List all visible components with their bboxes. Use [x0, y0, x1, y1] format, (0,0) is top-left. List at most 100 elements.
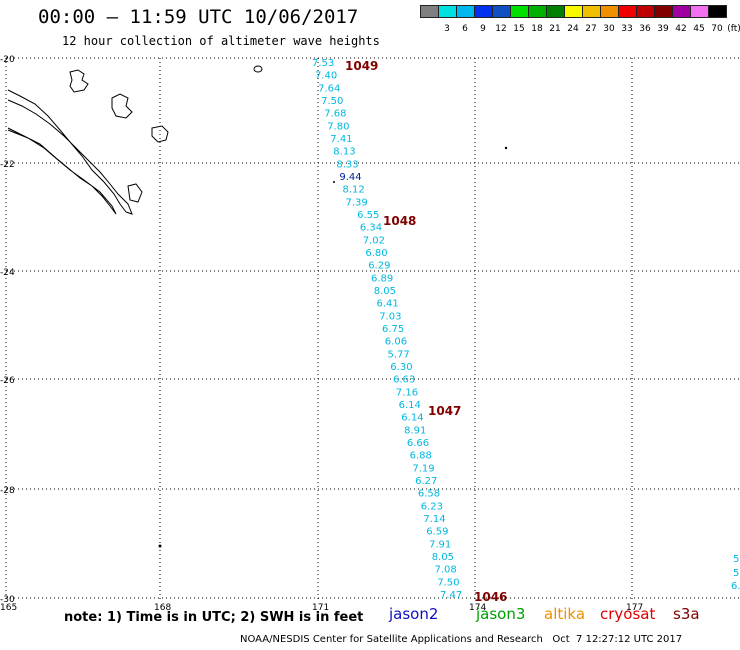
coastline-island-3 [151, 125, 169, 143]
legend-label: 36 [639, 24, 651, 34]
track-value: 7.47 [440, 590, 462, 601]
satellite-label: cryosat [600, 605, 656, 623]
track-value: 7.02 [363, 235, 385, 246]
edge-value: 5 [733, 554, 739, 565]
edge-value: 5 [733, 568, 739, 579]
lon-label: 177 [626, 603, 643, 613]
track-value: 7.16 [396, 387, 418, 398]
track-value: 7.50 [321, 96, 343, 107]
pressure-label: 1048 [383, 214, 416, 228]
coastline-island-5 [253, 65, 263, 73]
track-value: 7.14 [423, 514, 445, 525]
pressure-label: 1046 [474, 590, 507, 604]
edge-value: 6. [731, 581, 740, 592]
track-value: 7.64 [318, 83, 340, 94]
track-value: 7.80 [327, 121, 349, 132]
track-value: 6.66 [407, 438, 429, 449]
track-value: 6.14 [401, 413, 423, 424]
lon-label: 171 [312, 603, 329, 613]
legend-label: 27 [585, 24, 597, 34]
lat-label: -30 [0, 595, 15, 605]
pressure-label: 1047 [428, 404, 461, 418]
track-value: 6.29 [368, 261, 390, 272]
legend-label: 45 [693, 24, 705, 34]
legend-label: 33 [621, 24, 633, 34]
track-value: 5.77 [388, 349, 410, 360]
track-value: 6.41 [377, 299, 399, 310]
edge-track-values: 5 5 6. [731, 554, 740, 592]
track-value: 8.33 [336, 159, 358, 170]
legend-label: 3 [444, 24, 450, 34]
track-value: 8.13 [333, 147, 355, 158]
legend-label: 30 [603, 24, 615, 34]
satellite-label: jason3 [476, 605, 526, 623]
legend-label: 9 [480, 24, 486, 34]
legend-swatch [708, 5, 727, 18]
lat-label: -28 [0, 486, 15, 496]
track-value: 9.44 [339, 172, 361, 183]
page-title: 00:00 — 11:59 UTC 10/06/2017 [38, 6, 359, 28]
track-value: 6.59 [426, 527, 448, 538]
lon-label: 174 [469, 603, 486, 613]
track-value: 6.23 [421, 501, 443, 512]
legend-unit: (ft) [727, 24, 740, 34]
track-value: 7.08 [435, 565, 457, 576]
wave-height-track: 7.53 7.407.64 7.50 7.687.80 7.41 8.138.33 9.44… [312, 58, 462, 601]
lat-label: -26 [0, 376, 15, 386]
track-value: 6.75 [382, 324, 404, 335]
coastline-islet-3 [158, 544, 162, 548]
lat-label: -24 [0, 268, 15, 278]
coastline-islet-1 [504, 146, 508, 150]
legend-label: 24 [567, 24, 579, 34]
legend-label: 42 [675, 24, 687, 34]
track-value: 7.39 [346, 197, 368, 208]
satellite-label: altika [544, 605, 586, 623]
satellite-label: s3a [673, 605, 700, 623]
track-value: 8.91 [404, 425, 426, 436]
track-value: 8.12 [343, 185, 365, 196]
legend-label: 6 [462, 24, 468, 34]
track-value: 6.63 [393, 375, 415, 386]
lon-label: 168 [154, 603, 171, 613]
legend-label: 12 [495, 24, 507, 34]
pressure-labels: 1049 1048 1047 1046 [345, 59, 507, 604]
legend-label: 15 [513, 24, 525, 34]
track-value: 7.40 [315, 71, 337, 82]
track-value: 6.88 [410, 451, 432, 462]
track-value: 6.55 [357, 210, 379, 221]
track-value: 6.58 [418, 489, 440, 500]
coastline-islet-2 [333, 181, 335, 183]
coastline-island-4 [127, 183, 143, 203]
track-value: 6.89 [371, 273, 393, 284]
legend-label: 21 [549, 24, 561, 34]
satellite-label: jason2 [389, 605, 439, 623]
track-value: 7.50 [437, 577, 459, 588]
track-value: 7.41 [330, 134, 352, 145]
page-subtitle: 12 hour collection of altimeter wave hei… [62, 34, 380, 48]
units-note: note: 1) Time is in UTC; 2) SWH is in fe… [64, 610, 364, 625]
track-value: 7.68 [324, 109, 346, 120]
legend-label: 39 [657, 24, 669, 34]
track-value: 8.05 [374, 286, 396, 297]
track-value: 6.80 [365, 248, 387, 259]
lat-label: -22 [0, 160, 15, 170]
footer-credit: NOAA/NESDIS Center for Satellite Applica… [240, 634, 683, 645]
track-value: 6.06 [385, 337, 407, 348]
lon-label: 165 [0, 603, 17, 613]
legend-label: 70 [711, 24, 723, 34]
coastline [7, 65, 508, 548]
track-value: 8.05 [432, 552, 454, 563]
coastline-new-caledonia [7, 89, 133, 215]
coastline-island-2 [111, 93, 133, 119]
track-value: 6.27 [415, 476, 437, 487]
coastline-island-1 [69, 69, 89, 93]
pressure-label: 1049 [345, 59, 378, 73]
lat-label: -20 [0, 55, 15, 65]
track-value: 6.14 [399, 400, 421, 411]
track-value: 6.34 [360, 223, 382, 234]
legend-label: 18 [531, 24, 543, 34]
track-value: 7.53 [312, 58, 334, 69]
